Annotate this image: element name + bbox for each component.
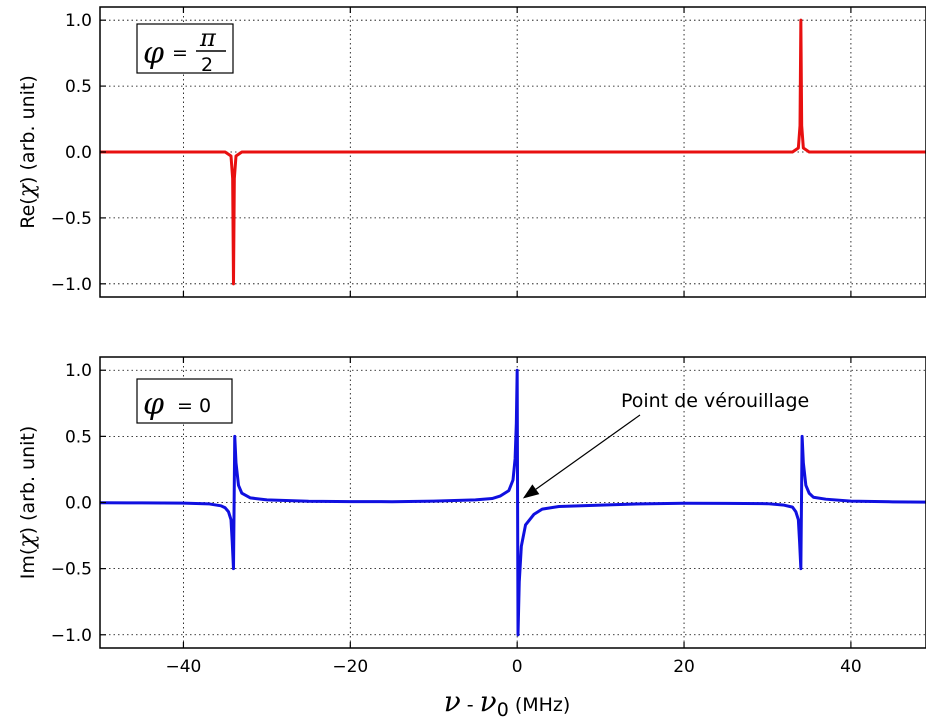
x-axis-label: ν - ν0 (MHz) bbox=[444, 685, 571, 721]
y-tick-label: 0.0 bbox=[65, 494, 92, 514]
x-tick-label: 0 bbox=[512, 657, 523, 677]
y-axis-label: Re(χ) (arb. unit) bbox=[15, 75, 40, 228]
x-tick-label: 20 bbox=[673, 657, 695, 677]
y-tick-label: 0.0 bbox=[65, 143, 92, 163]
pi-symbol: π bbox=[199, 24, 217, 52]
annotation-text: Point de vérouillage bbox=[621, 390, 809, 412]
panel-real: −1.0 −0.5 0.0 0.5 1.0 Re(χ) (arb. unit) bbox=[15, 6, 926, 298]
x-tick-label: 40 bbox=[840, 657, 862, 677]
x-tick-label: −40 bbox=[165, 657, 201, 677]
series-line bbox=[99, 368, 926, 637]
series-line bbox=[100, 18, 926, 286]
x-tick-label: −20 bbox=[332, 657, 368, 677]
y-tick-label: −1.0 bbox=[51, 275, 92, 295]
y-tick-label: 0.5 bbox=[65, 77, 92, 97]
denominator: 2 bbox=[201, 54, 213, 76]
y-tick-label: 1.0 bbox=[65, 361, 92, 381]
y-tick-label: 0.5 bbox=[65, 427, 92, 447]
y-tick-label: −0.5 bbox=[51, 560, 92, 580]
y-axis-label: Im(χ) (arb. unit) bbox=[15, 426, 40, 580]
equals-zero: = 0 bbox=[177, 395, 211, 417]
annotation-arrowhead bbox=[522, 484, 540, 499]
panel-imaginary: −1.0 −0.5 0.0 0.5 1.0 −40 −20 0 20 40 Im(χ) (arb. … bbox=[15, 356, 926, 677]
y-tick-label: 1.0 bbox=[65, 11, 92, 31]
equals-sign: = bbox=[172, 42, 188, 64]
y-tick-label: −0.5 bbox=[51, 209, 92, 229]
annotation-arrow bbox=[535, 414, 641, 490]
lock-point-annotation: Point de vérouillage bbox=[522, 390, 809, 499]
phase-label-bottom: φ = 0 bbox=[136, 378, 233, 424]
phase-label-top: φ = π 2 bbox=[136, 23, 234, 76]
phi-symbol: φ bbox=[143, 36, 164, 71]
y-tick-label: −1.0 bbox=[51, 626, 92, 646]
phi-symbol: φ bbox=[143, 387, 164, 422]
